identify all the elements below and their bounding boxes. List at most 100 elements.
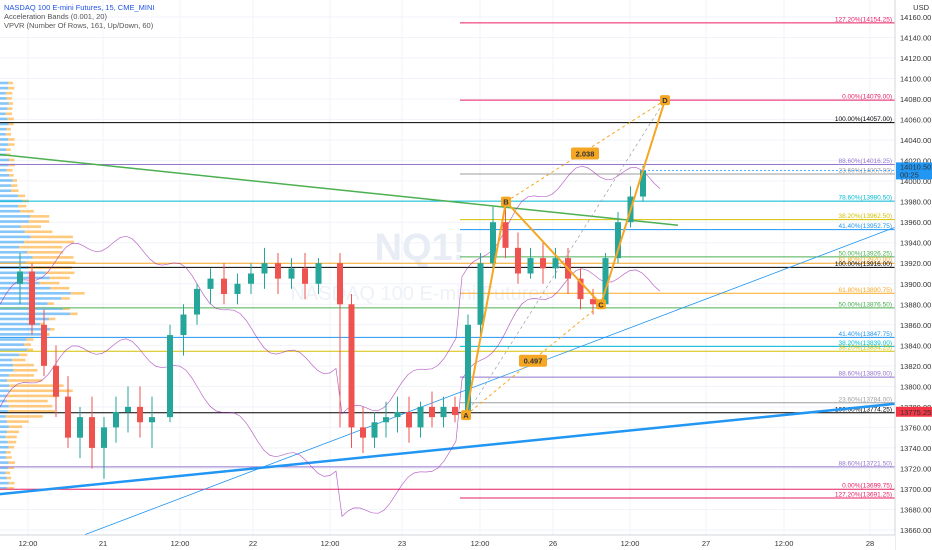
volume-profile-bar-down (30, 235, 73, 239)
price-tick-label: 14100.00 (900, 75, 931, 84)
volume-profile-bar-up (0, 86, 9, 90)
candle-body (288, 268, 295, 279)
price-tick-label: 14000.00 (900, 177, 931, 186)
volume-profile-bar-up (0, 435, 6, 439)
candle-body (429, 406, 435, 418)
bar-countdown-label: 00:25 (900, 170, 919, 179)
current-price-badge (896, 162, 932, 180)
candle-body (371, 422, 378, 438)
price-tick-label: 13700.00 (900, 485, 931, 494)
price-tick-label: 13740.00 (900, 444, 931, 453)
candle-body (337, 263, 343, 305)
fib-level-label: 23.60%(13784.00) (839, 396, 893, 403)
price-tick-label: 13880.00 (900, 300, 931, 309)
volume-profile-bar-up (0, 97, 7, 100)
volume-profile-bar-down (26, 338, 34, 341)
indicator-acceleration-bands[interactable]: Acceleration Bands (0.001, 20) (4, 12, 107, 21)
volume-profile-bar-down (6, 127, 11, 131)
price-tick-label: 14060.00 (900, 116, 931, 125)
volume-profile-bar-down (8, 86, 15, 90)
time-axis-background[interactable] (0, 535, 895, 550)
candle-body (234, 283, 241, 295)
price-tick-label: 13820.00 (900, 362, 931, 371)
volume-profile-bar-up (0, 245, 20, 249)
volume-profile-bar-down (20, 225, 41, 228)
volume-profile-bar-down (18, 204, 27, 208)
candle-body (502, 222, 509, 248)
currency-label: USD (913, 3, 929, 12)
volume-profile-bar-down (7, 420, 29, 423)
volume-profile-bar-down (20, 209, 34, 213)
volume-profile-bar-down (8, 163, 15, 167)
pattern-ratio-badge (571, 147, 599, 160)
volume-profile-bar-up (0, 343, 25, 346)
candle-body (248, 273, 254, 284)
candle-body (167, 335, 173, 418)
volume-profile-bar-down (8, 81, 14, 85)
candle-body (207, 278, 214, 289)
time-tick-label: 27 (702, 539, 710, 548)
fib-level-label: 38.20%(13839.00) (839, 340, 893, 347)
candle-body (125, 406, 131, 413)
candle-body (180, 314, 187, 336)
symbol-title[interactable]: NASDAQ 100 E-mini Futures, 15, CME_MINI (4, 3, 155, 12)
volume-profile-bar-up (0, 394, 7, 398)
volume-profile-bar-up (0, 194, 18, 198)
candle-body (417, 406, 424, 428)
trendline-green (0, 153, 679, 227)
current-price-label: 14010.50 (900, 162, 931, 171)
price-tick-label: 13900.00 (900, 280, 931, 289)
volume-profile-bar-up (0, 158, 10, 162)
volume-profile-bar-down (5, 112, 12, 116)
candle-body (77, 417, 83, 438)
candle-body (194, 288, 200, 315)
price-tick-label: 13940.00 (900, 239, 931, 248)
candle-body (394, 412, 401, 418)
candle-body (515, 247, 521, 274)
volume-profile-bar-down (7, 117, 14, 121)
volume-profile-bar-down (5, 132, 12, 136)
volume-profile-bar-up (0, 143, 9, 146)
candle-body (302, 268, 308, 284)
volume-profile-bar-down (6, 430, 19, 434)
pattern-dotted-ad (465, 99, 666, 416)
fib-level-label: 127.20%(13691.25) (835, 491, 892, 498)
price-tick-label: 14120.00 (900, 54, 931, 63)
volume-profile-bar-down (39, 281, 60, 285)
volume-profile-bar-up (0, 374, 10, 377)
price-axis-background[interactable] (895, 0, 932, 550)
volume-profile-bar-up (0, 322, 41, 326)
volume-profile-bar-up (0, 404, 9, 408)
price-tick-label: 13960.00 (900, 218, 931, 227)
volume-profile-bar-down (24, 230, 53, 234)
price-tick-label: 13980.00 (900, 198, 931, 207)
volume-profile-bar-up (0, 358, 12, 362)
fib-level-label: 100.00%(13774.25) (835, 406, 892, 413)
volume-profile-bar-down (8, 138, 15, 141)
volume-profile-bar-down (45, 271, 75, 275)
volume-profile-bar-up (0, 107, 8, 110)
volume-profile-bar-down (23, 240, 75, 244)
fib-level-label: 23.60%(14007.00) (839, 167, 893, 174)
volume-profile-bar-up (0, 363, 14, 367)
candle-body (53, 365, 59, 397)
candle-body (440, 406, 447, 418)
volume-profile-bar-up (0, 476, 7, 480)
volume-profile-bar-down (27, 250, 63, 254)
volume-profile-bar-up (0, 333, 44, 336)
pattern-dotted-bd (505, 99, 666, 203)
volume-profile-bar-up (0, 302, 48, 305)
indicator-vpvr[interactable]: VPVR (Number Of Rows, 161, Up/Down, 60) (4, 21, 154, 30)
volume-profile-bar-down (6, 456, 12, 459)
price-tick-label: 13920.00 (900, 259, 931, 268)
pattern-point-label: B (503, 198, 509, 207)
volume-profile-bar-down (6, 97, 12, 100)
volume-profile-bar-down (7, 466, 14, 470)
time-tick-label: 12:00 (171, 539, 190, 548)
volume-profile-bar-down (6, 399, 48, 403)
volume-profile-bar-up (0, 261, 27, 264)
volume-profile-bar-up (0, 461, 9, 464)
